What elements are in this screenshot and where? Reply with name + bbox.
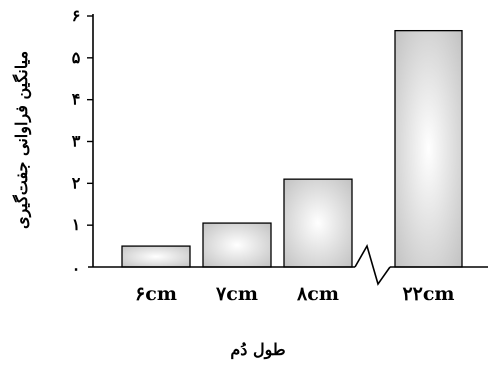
- axis-break-mark: [354, 243, 391, 286]
- axes: [88, 14, 488, 286]
- x-category-label: ۲۲cm: [402, 283, 454, 305]
- bars: [121, 29, 463, 268]
- bar: [202, 222, 272, 268]
- y-axis-title: میانگین فراوانی جفت‌گیری: [12, 51, 32, 229]
- x-axis-title: طول دُم: [230, 340, 285, 360]
- y-tick-label: ۶: [72, 6, 81, 25]
- x-category-label: ۶cm: [135, 283, 177, 305]
- bar: [394, 29, 463, 268]
- y-tick-label: ۰: [72, 259, 81, 278]
- y-tick-label: ۱: [72, 215, 81, 234]
- x-category-label: ۸cm: [296, 283, 339, 305]
- bar: [121, 245, 191, 268]
- x-category-label: ۷cm: [215, 283, 258, 305]
- y-tick-label: ۲: [72, 173, 81, 192]
- y-tick-label: ۵: [72, 48, 81, 67]
- y-tick-label: ۳: [72, 132, 81, 151]
- bar: [283, 178, 353, 268]
- y-tick-label: ۴: [72, 90, 81, 109]
- category-labels: ۶cm ۷cm ۸cm ۲۲cm: [135, 283, 454, 305]
- y-axis-ticks: ۰ ۱ ۲ ۳ ۴ ۵ ۶: [72, 6, 93, 278]
